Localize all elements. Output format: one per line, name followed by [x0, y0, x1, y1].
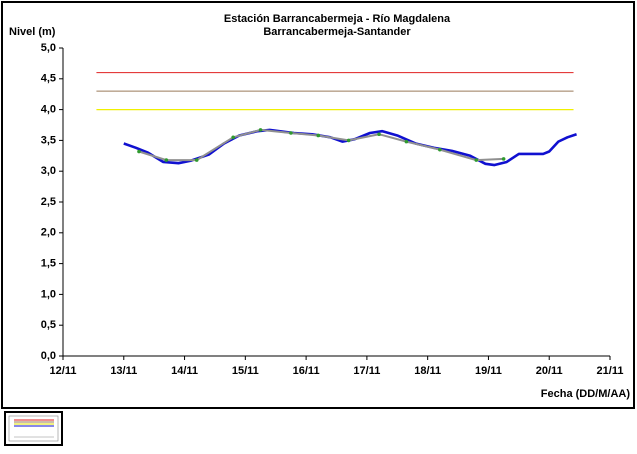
x-axis-label: Fecha (DD/M/AA): [541, 388, 631, 400]
x-tick-label: 16/11: [293, 365, 320, 377]
series-marker: [377, 132, 381, 136]
series-marker: [231, 136, 235, 140]
x-tick-label: 19/11: [475, 365, 502, 377]
y-tick-label: 2,5: [41, 196, 56, 208]
chart-title: Estación Barrancabermeja - Río Magdalena: [224, 13, 451, 25]
y-tick-label: 1,0: [41, 288, 56, 300]
y-tick-label: 0,0: [41, 350, 56, 362]
chart: Estación Barrancabermeja - Río Magdalena…: [0, 0, 637, 449]
series-marker: [316, 134, 320, 138]
series-marker: [137, 150, 141, 154]
x-tick-label: 18/11: [414, 365, 441, 377]
x-tick-label: 12/11: [50, 365, 77, 377]
y-tick-label: 0,5: [41, 319, 56, 331]
x-tick-label: 21/11: [597, 365, 624, 377]
chart-subtitle: Barrancabermeja-Santander: [263, 26, 411, 38]
series-marker: [474, 158, 478, 162]
series-marker: [502, 157, 506, 161]
chart-frame: [2, 2, 634, 408]
y-tick-label: 5,0: [41, 42, 56, 54]
y-tick-label: 4,0: [41, 104, 56, 116]
x-tick-label: 17/11: [353, 365, 380, 377]
y-tick-label: 3,0: [41, 165, 56, 177]
series-marker: [438, 148, 442, 152]
page: Estación Barrancabermeja - Río Magdalena…: [0, 0, 637, 454]
x-tick-label: 14/11: [171, 365, 198, 377]
y-tick-label: 2,0: [41, 227, 56, 239]
x-tick-label: 20/11: [536, 365, 563, 377]
x-tick-label: 13/11: [110, 365, 137, 377]
y-tick-label: 4,5: [41, 73, 56, 85]
y-tick-label: 1,5: [41, 258, 56, 270]
series-marker: [195, 158, 199, 162]
thumbnail: [5, 412, 62, 445]
series-marker: [289, 131, 293, 135]
series-marker: [347, 139, 351, 143]
y-axis-label: Nivel (m): [9, 26, 56, 38]
series-marker: [165, 158, 169, 162]
series-marker: [259, 128, 263, 132]
y-tick-label: 3,5: [41, 134, 56, 146]
series-marker: [405, 140, 409, 144]
x-tick-label: 15/11: [232, 365, 259, 377]
